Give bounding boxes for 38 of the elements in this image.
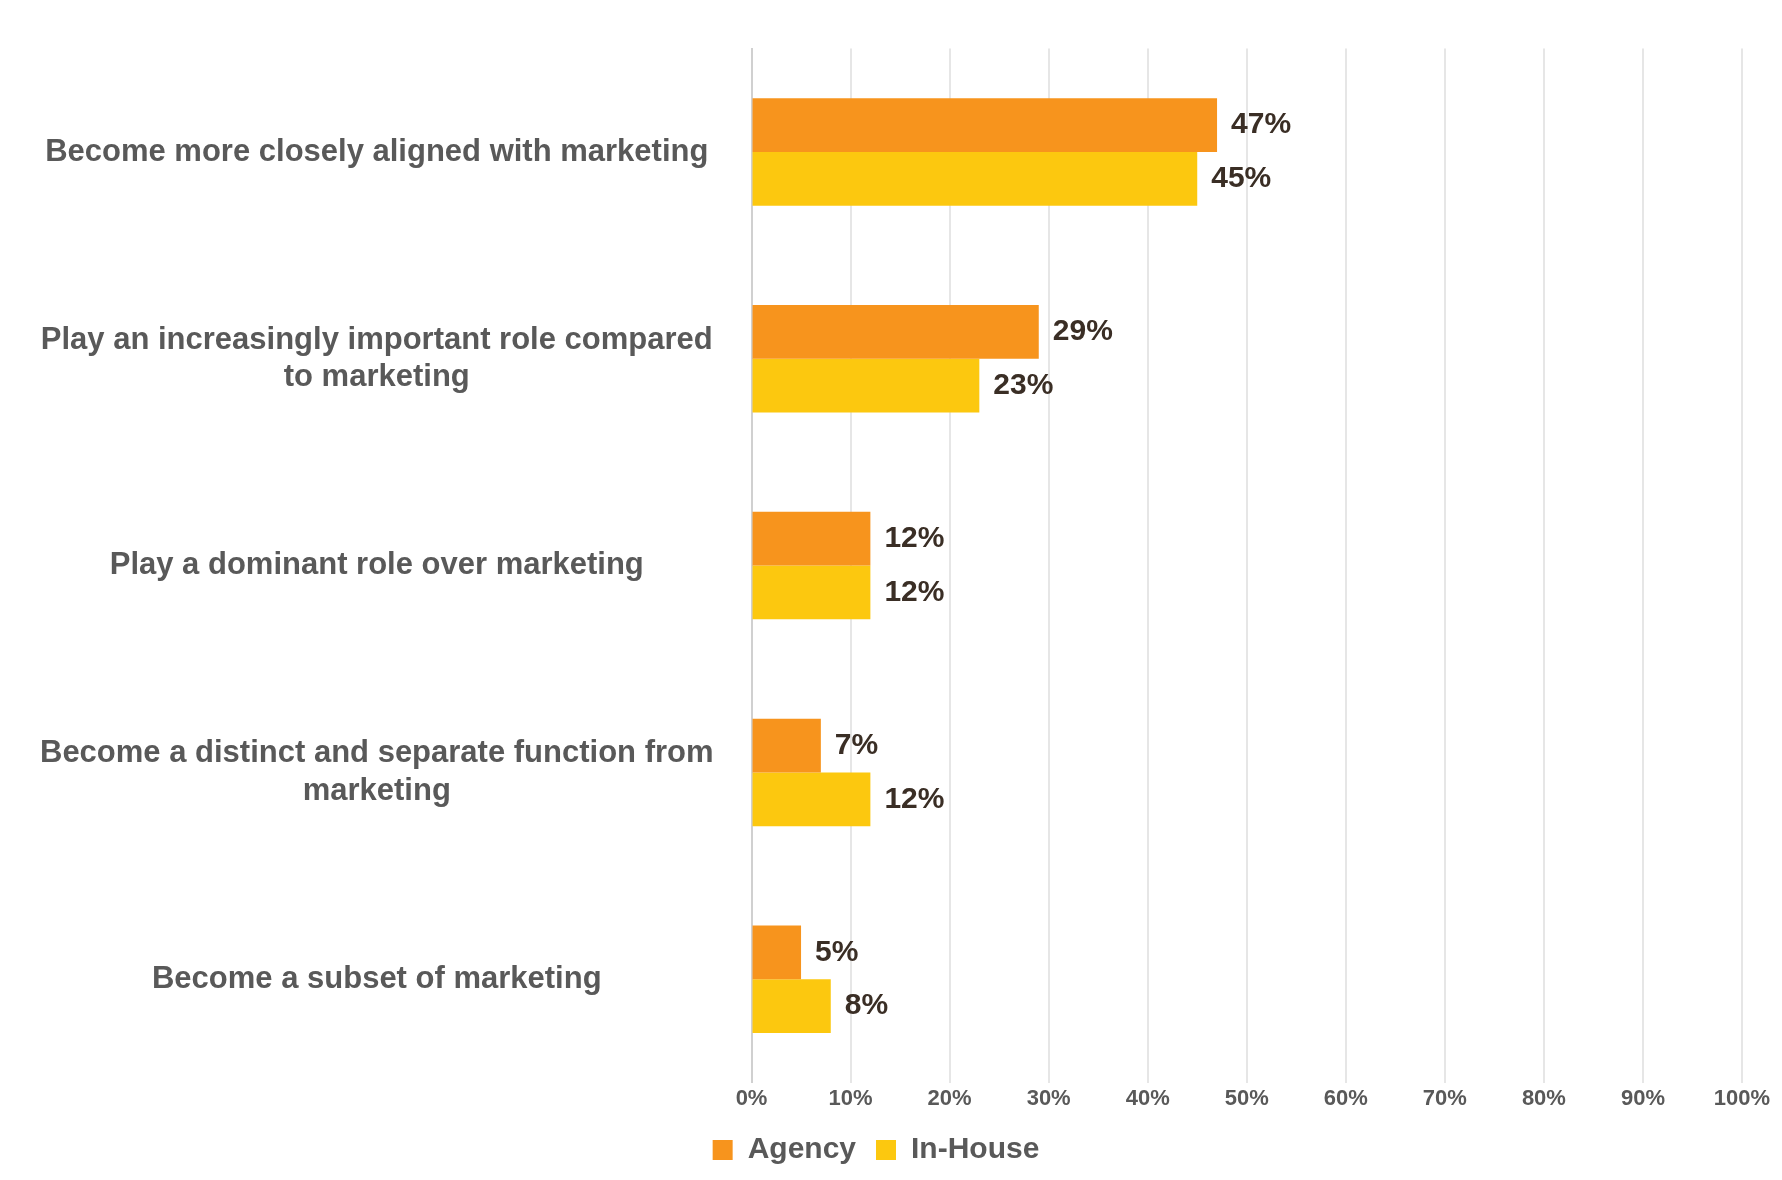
bar — [752, 718, 821, 773]
y-tick-label: Become a distinct and separate function from marketing — [40, 734, 714, 807]
x-tick-label: 70% — [1422, 1084, 1467, 1110]
bar — [752, 98, 1218, 152]
bar — [752, 152, 1198, 206]
bar — [752, 979, 831, 1033]
legend-label: Agency — [747, 1131, 857, 1165]
bar — [752, 358, 980, 413]
x-tick-label: 50% — [1224, 1084, 1269, 1110]
x-tick-label: 0% — [735, 1084, 768, 1110]
x-tick-label: 30% — [1026, 1084, 1071, 1110]
data-label: 29% — [1052, 313, 1113, 347]
x-tick-label: 20% — [927, 1084, 972, 1110]
data-label: 7% — [834, 726, 879, 760]
data-label: 45% — [1211, 160, 1272, 194]
y-tick-label: Become more closely aligned with marketing — [45, 132, 709, 168]
bar — [752, 565, 871, 620]
y-tick-label: Become a subset of marketing — [151, 959, 602, 995]
legend-label: In-House — [911, 1131, 1040, 1165]
bar — [752, 772, 871, 827]
y-tick-label: Play a dominant role over marketing — [109, 546, 644, 582]
data-label: 12% — [884, 519, 945, 553]
data-label: 23% — [993, 366, 1054, 400]
x-tick-label: 100% — [1713, 1084, 1771, 1110]
bar — [752, 925, 802, 980]
data-label: 12% — [884, 573, 945, 607]
data-label: 8% — [844, 987, 889, 1021]
data-label: 12% — [884, 780, 945, 814]
bar — [752, 305, 1039, 359]
data-label: 47% — [1231, 106, 1292, 140]
x-tick-label: 60% — [1323, 1084, 1368, 1110]
x-tick-label: 90% — [1620, 1084, 1665, 1110]
x-tick-label: 10% — [828, 1084, 873, 1110]
x-tick-label: 40% — [1125, 1084, 1170, 1110]
data-label: 5% — [815, 933, 859, 967]
bar — [752, 511, 871, 566]
x-tick-label: 80% — [1521, 1084, 1566, 1110]
y-tick-label: Play an increasingly important role compared to marketing — [40, 320, 713, 393]
